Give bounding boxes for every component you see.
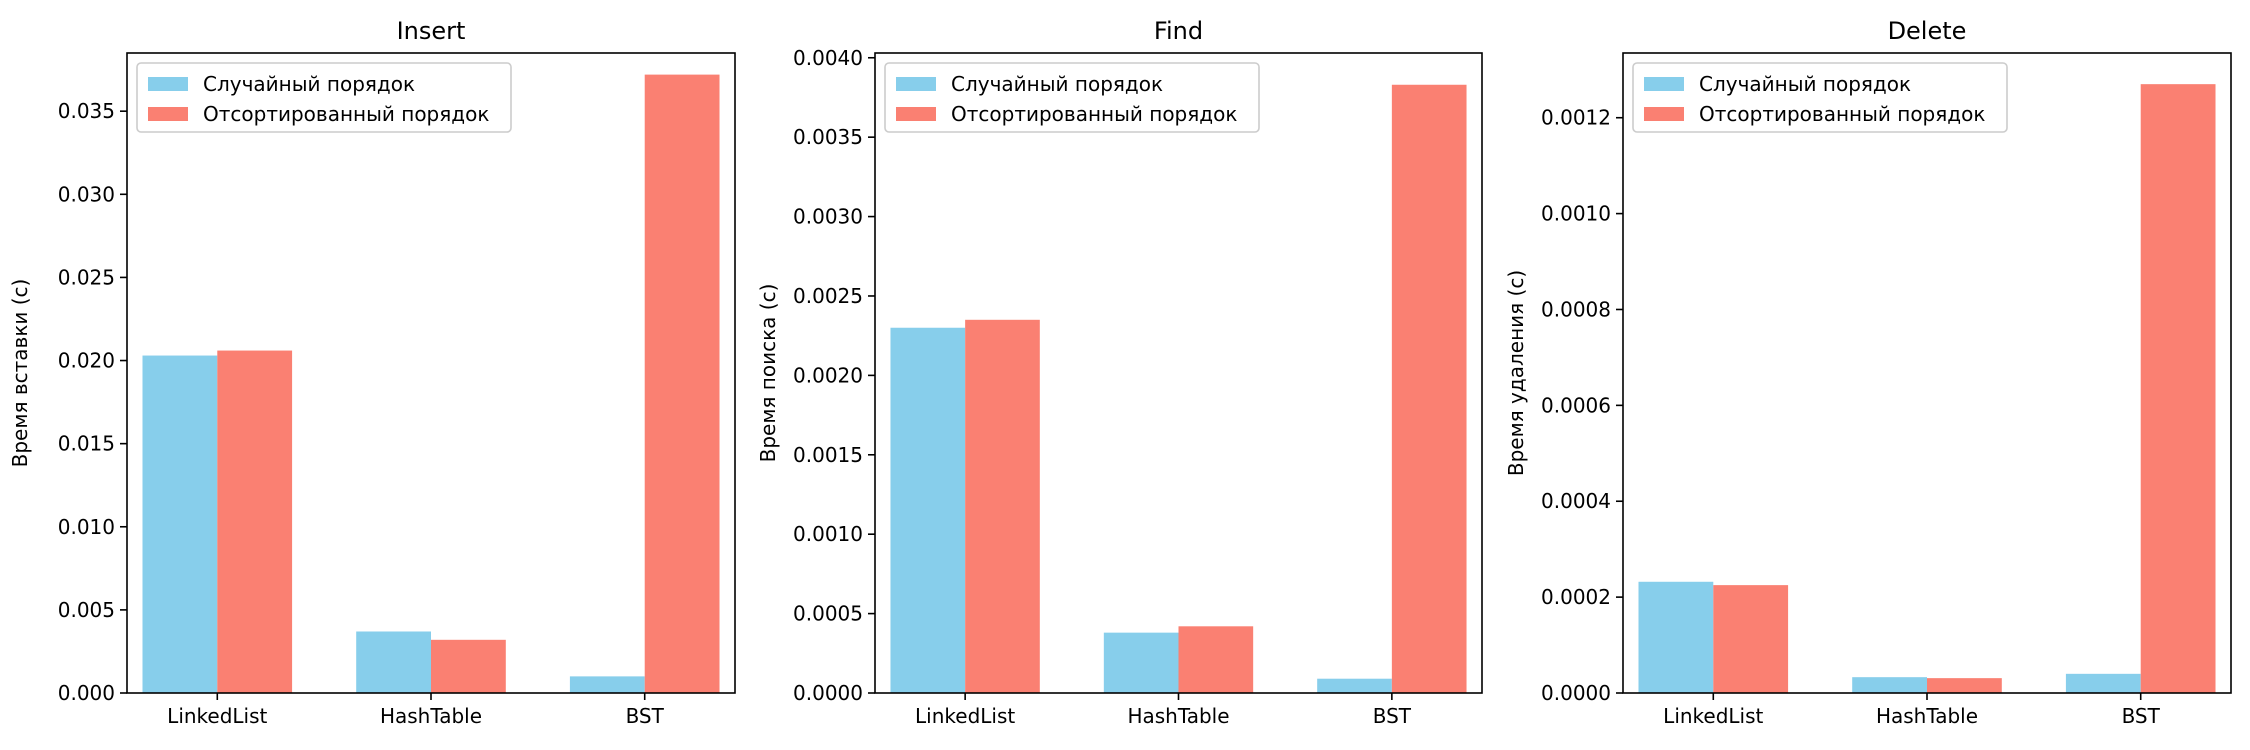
x-tick-label: LinkedList (167, 704, 267, 728)
legend: Случайный порядок Отсортированный порядок (884, 62, 1260, 133)
chart-title: Delete (1888, 17, 1967, 45)
legend-label-1: Случайный порядок (203, 72, 415, 96)
y-tick-label: 0.035 (58, 99, 115, 123)
chart-title: Insert (397, 17, 466, 45)
legend-swatch-1 (148, 77, 188, 91)
x-tick-label: LinkedList (915, 704, 1015, 728)
y-tick-label: 0.0008 (1541, 297, 1611, 321)
y-axis-label: Время удаления (с) (1504, 270, 1528, 476)
bar-linkedlist-series-2 (217, 350, 293, 693)
bar-hashtable-series-2 (1178, 626, 1254, 693)
bar-hashtable-series-1 (356, 631, 431, 693)
y-tick-label: 0.010 (58, 515, 115, 539)
bar-hashtable-series-1 (1103, 632, 1179, 693)
y-tick-label: 0.0004 (1541, 489, 1611, 513)
legend-swatch-1 (1644, 77, 1684, 91)
bar-bst-series-2 (644, 74, 720, 694)
y-tick-label: 0.0035 (793, 125, 863, 149)
x-tick-label: LinkedList (1663, 704, 1763, 728)
legend: Случайный порядок Отсортированный порядок (136, 62, 512, 133)
legend-swatch-2 (1644, 107, 1684, 121)
y-tick-label: 0.020 (58, 349, 115, 373)
bar-bst-series-2 (1391, 84, 1467, 693)
y-tick-label: 0.0005 (793, 602, 863, 626)
y-tick-label: 0.0000 (793, 681, 863, 705)
legend-swatch-2 (896, 107, 936, 121)
legend-swatch-1 (896, 77, 936, 91)
bar-linkedlist-series-1 (1638, 581, 1714, 693)
y-tick-label: 0.0015 (793, 443, 863, 467)
bar-linkedlist-series-2 (965, 319, 1040, 693)
bar-linkedlist-series-2 (1713, 585, 1789, 693)
x-tick-label: BST (1373, 704, 1412, 728)
y-tick-label: 0.0010 (793, 522, 863, 546)
legend-label-2: Отсортированный порядок (203, 102, 489, 126)
y-tick-label: 0.025 (58, 265, 115, 289)
legend-box (136, 62, 512, 133)
y-tick-label: 0.0000 (1541, 681, 1611, 705)
y-axis-label: Время поиска (с) (756, 284, 780, 463)
bar-hashtable-series-2 (1927, 678, 2002, 693)
y-tick-label: 0.000 (58, 681, 115, 705)
bar-linkedlist-series-1 (890, 327, 966, 693)
y-tick-label: 0.0006 (1541, 393, 1611, 417)
legend-label-2: Отсортированный порядок (1699, 102, 1985, 126)
chart-panel-insert: 0.000 0.005 0.010 0.015 0.020 0.025 0.030 0.035… (8, 17, 736, 728)
y-tick-label: 0.0002 (1541, 585, 1611, 609)
bar-bst-series-2 (2140, 84, 2216, 693)
x-tick-label: BST (2122, 704, 2161, 728)
y-tick-label: 0.0012 (1541, 106, 1611, 130)
y-tick-label: 0.0040 (793, 46, 863, 70)
chart-title: Find (1154, 17, 1203, 45)
y-tick-label: 0.015 (58, 432, 115, 456)
y-tick-label: 0.030 (58, 182, 115, 206)
bar-bst-series-1 (2065, 673, 2141, 693)
legend: Случайный порядок Отсортированный порядок (1632, 62, 2008, 133)
chart-panel-find: 0.0000 0.0005 0.0010 0.0015 0.0020 0.0025 0.00… (756, 17, 1483, 728)
legend-swatch-2 (148, 107, 188, 121)
x-tick-label: HashTable (380, 704, 482, 728)
y-tick-label: 0.0010 (1541, 202, 1611, 226)
legend-label-1: Случайный порядок (951, 72, 1163, 96)
y-tick-label: 0.0030 (793, 205, 863, 229)
y-tick-label: 0.005 (58, 598, 115, 622)
legend-box (1632, 62, 2008, 133)
chart-panel-delete: 0.0000 0.0002 0.0004 0.0006 0.0008 0.0010 0.00… (1504, 17, 2232, 728)
y-axis-label: Время вставки (с) (8, 279, 32, 468)
legend-box (884, 62, 1260, 133)
y-tick-label: 0.0025 (793, 284, 863, 308)
legend-label-1: Случайный порядок (1699, 72, 1911, 96)
bar-bst-series-1 (1317, 678, 1392, 693)
x-tick-label: BST (626, 704, 665, 728)
bar-linkedlist-series-1 (142, 355, 218, 693)
x-tick-label: HashTable (1127, 704, 1229, 728)
bar-bst-series-1 (569, 676, 645, 693)
bar-hashtable-series-2 (431, 639, 506, 693)
x-tick-label: HashTable (1876, 704, 1978, 728)
bar-hashtable-series-1 (1852, 677, 1927, 693)
y-tick-label: 0.0020 (793, 363, 863, 387)
legend-label-2: Отсортированный порядок (951, 102, 1237, 126)
